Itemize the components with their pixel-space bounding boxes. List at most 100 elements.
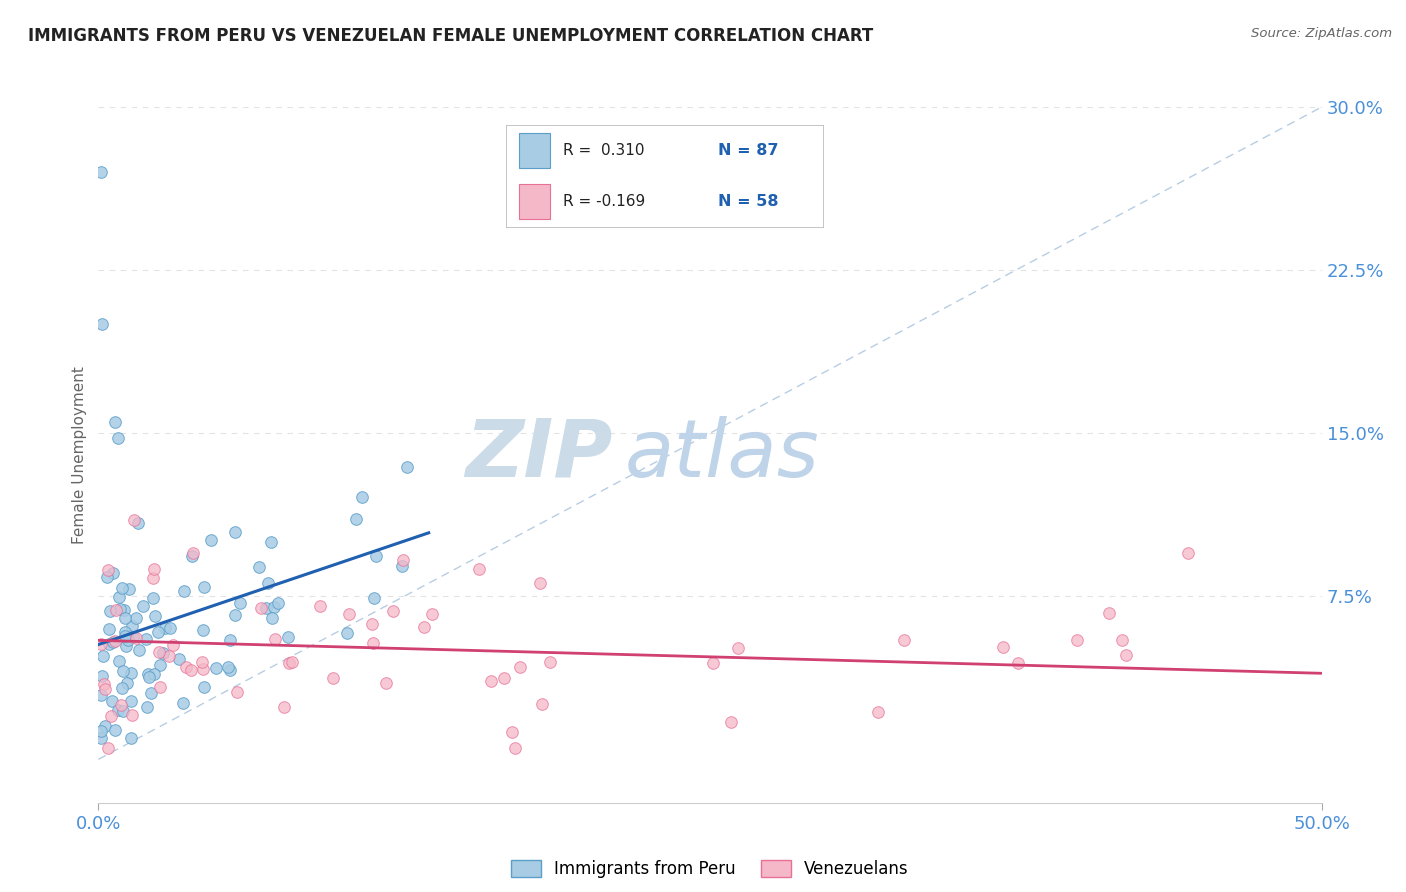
Point: [281, 655, 304, 669]
Point: [267, 596, 290, 610]
Point: [142, 562, 165, 576]
Point: [136, 699, 159, 714]
Point: [350, 490, 373, 504]
Point: [538, 655, 561, 669]
Point: [337, 607, 360, 621]
Point: [167, 651, 190, 665]
Point: [120, 666, 142, 681]
Point: [94, 681, 117, 696]
Point: [97, 563, 120, 577]
Point: [363, 635, 385, 649]
Point: [114, 611, 136, 625]
Text: Source: ZipAtlas.com: Source: ZipAtlas.com: [1251, 27, 1392, 40]
Point: [364, 549, 387, 563]
Point: [101, 635, 124, 649]
Point: [250, 600, 273, 615]
Point: [127, 516, 149, 531]
Point: [125, 611, 148, 625]
Point: [173, 584, 195, 599]
Point: [153, 621, 176, 635]
Point: [132, 599, 155, 614]
Point: [143, 667, 166, 681]
Text: R = -0.169: R = -0.169: [562, 194, 645, 210]
Point: [468, 562, 491, 576]
Point: [159, 621, 181, 635]
Point: [375, 676, 398, 690]
Point: [138, 670, 160, 684]
Point: [115, 639, 138, 653]
Point: [193, 680, 215, 694]
Point: [148, 657, 170, 672]
Point: [96, 570, 118, 584]
Point: [107, 591, 129, 605]
Point: [336, 626, 359, 640]
Point: [174, 660, 197, 674]
Point: [256, 601, 278, 615]
Point: [91, 648, 114, 663]
Point: [395, 460, 418, 475]
Point: [193, 581, 215, 595]
Point: [112, 603, 135, 617]
Point: [509, 660, 531, 674]
Point: [148, 645, 170, 659]
Point: [97, 741, 120, 756]
Point: [1066, 632, 1088, 647]
Point: [181, 546, 204, 560]
Point: [111, 705, 134, 719]
Point: [128, 642, 150, 657]
Point: [866, 705, 889, 719]
Point: [413, 620, 436, 634]
Point: [111, 581, 134, 595]
Y-axis label: Female Unemployment: Female Unemployment: [72, 366, 87, 544]
Point: [1111, 633, 1133, 648]
Point: [257, 576, 280, 591]
Text: ZIP: ZIP: [465, 416, 612, 494]
Point: [247, 560, 270, 574]
Text: IMMIGRANTS FROM PERU VS VENEZUELAN FEMALE UNEMPLOYMENT CORRELATION CHART: IMMIGRANTS FROM PERU VS VENEZUELAN FEMAL…: [28, 27, 873, 45]
Point: [991, 640, 1014, 654]
Point: [98, 605, 121, 619]
Point: [217, 660, 239, 674]
Point: [224, 607, 246, 622]
Point: [118, 582, 141, 596]
Point: [125, 631, 148, 645]
Point: [260, 535, 283, 549]
Point: [1007, 656, 1029, 670]
Point: [191, 662, 214, 676]
Point: [104, 723, 127, 737]
Point: [104, 633, 127, 648]
Point: [90, 318, 112, 332]
Point: [90, 165, 112, 179]
Point: [121, 618, 143, 632]
Point: [720, 714, 742, 729]
Point: [702, 657, 724, 671]
Point: [1115, 648, 1137, 662]
Point: [277, 631, 299, 645]
Point: [103, 566, 125, 581]
Point: [149, 680, 172, 694]
Point: [90, 669, 112, 683]
Point: [381, 603, 404, 617]
Point: [322, 671, 344, 685]
Point: [118, 629, 141, 643]
Point: [108, 654, 131, 668]
Point: [1177, 545, 1199, 559]
Point: [157, 648, 180, 663]
Point: [107, 431, 129, 445]
Point: [121, 708, 143, 723]
Point: [98, 622, 121, 636]
Point: [172, 697, 194, 711]
Point: [200, 533, 222, 547]
Point: [205, 661, 228, 675]
Point: [97, 637, 120, 651]
Point: [309, 599, 332, 613]
Point: [530, 697, 553, 711]
Point: [110, 698, 132, 712]
FancyBboxPatch shape: [519, 185, 550, 219]
Point: [120, 731, 142, 745]
Point: [1098, 607, 1121, 621]
Point: [263, 632, 285, 647]
Point: [180, 549, 202, 564]
Point: [135, 632, 157, 646]
Point: [146, 624, 169, 639]
